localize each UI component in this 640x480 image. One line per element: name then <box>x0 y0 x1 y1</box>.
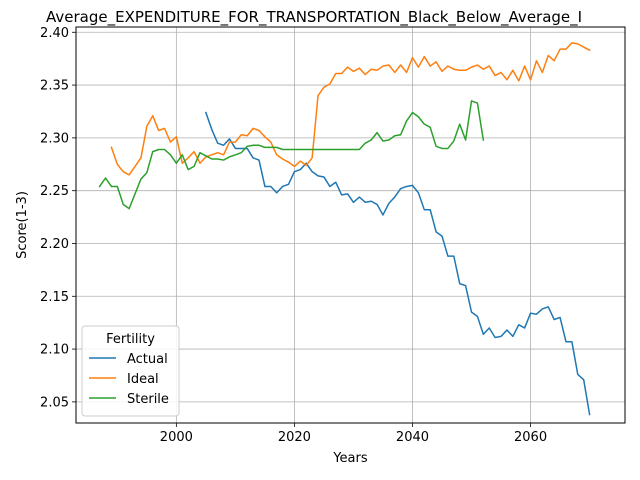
series-line-ideal <box>110 42 591 176</box>
x-tick-label: 2020 <box>278 430 311 445</box>
y-tick-label: 2.10 <box>40 343 69 358</box>
legend-entries: Actual Ideal Sterile <box>89 352 169 407</box>
legend-label-ideal: Ideal <box>127 372 159 387</box>
y-tick-label: 2.40 <box>40 26 69 41</box>
legend-label-sterile: Sterile <box>127 392 169 407</box>
plot-frame <box>75 26 626 424</box>
x-tick-label: 2000 <box>160 430 193 445</box>
y-tick-label: 2.20 <box>40 237 69 252</box>
y-tick-label: 2.30 <box>40 131 69 146</box>
x-tick-label: 2040 <box>396 430 429 445</box>
y-tick-label: 2.25 <box>40 184 69 199</box>
legend-box <box>81 325 180 417</box>
series-line-actual <box>204 111 591 416</box>
legend-label-actual: Actual <box>127 352 168 367</box>
chart-title: Average_EXPENDITURE_FOR_TRANSPORTATION_B… <box>46 8 582 27</box>
axis-ticks: 2000 2020 2040 2060 2.05 2.10 2.15 2.20 2.25 2.30… <box>40 26 547 445</box>
grid <box>76 27 625 423</box>
series-lines <box>98 42 591 416</box>
y-tick-label: 2.05 <box>40 395 69 410</box>
series-line-sterile <box>98 100 485 210</box>
legend-title: Fertility <box>106 332 155 347</box>
legend: Fertility Actual Ideal Sterile <box>81 325 180 417</box>
y-tick-label: 2.35 <box>40 79 69 94</box>
x-tick-label: 2060 <box>514 430 547 445</box>
y-tick-label: 2.15 <box>40 290 69 305</box>
x-axis-label: Years <box>332 451 368 466</box>
y-axis-label: Score(1-3) <box>15 191 30 259</box>
